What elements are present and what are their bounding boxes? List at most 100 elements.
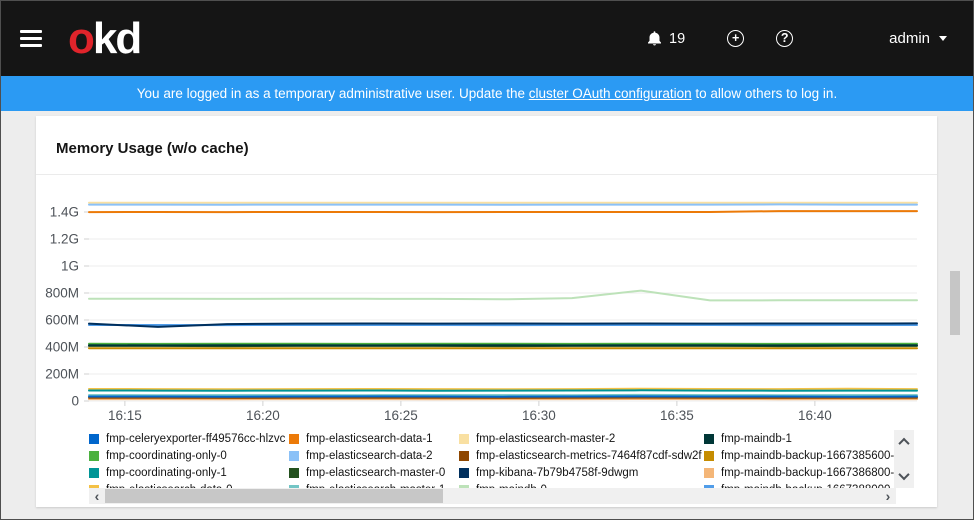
notification-count: 19 [669, 30, 686, 47]
legend-swatch [459, 467, 469, 478]
svg-text:0: 0 [71, 394, 79, 409]
legend-item: fmp-maindb-backup-1667388000 [704, 481, 894, 488]
legend-item: fmp-elasticsearch-metrics-7464f87cdf-sdw… [459, 447, 704, 464]
legend-label: fmp-kibana-7b79b4758f-9dwgm [476, 466, 639, 479]
svg-text:1.4G: 1.4G [50, 205, 79, 220]
logo-letters-kd: kd [92, 13, 142, 63]
svg-text:200M: 200M [45, 367, 79, 382]
plus-circle-icon: + [727, 30, 745, 47]
legend-scrollbar[interactable] [894, 430, 914, 488]
legend-swatch [89, 484, 99, 488]
svg-text:16:35: 16:35 [660, 408, 694, 423]
horizontal-scrollbar-thumb[interactable] [105, 489, 443, 503]
svg-text:16:30: 16:30 [522, 408, 556, 423]
chevron-down-icon[interactable] [898, 468, 910, 481]
svg-text:1.2G: 1.2G [50, 232, 79, 247]
chevron-down-icon [939, 36, 947, 41]
logo-letter-o: o [68, 13, 95, 63]
svg-text:600M: 600M [45, 313, 79, 328]
legend-label: fmp-maindb-backup-1667386800-hn [721, 466, 894, 479]
card-title: Memory Usage (w/o cache) [56, 140, 249, 157]
legend-label: fmp-elasticsearch-data-0 [106, 484, 233, 489]
legend-label: fmp-elasticsearch-master-2 [476, 432, 616, 445]
legend-item: fmp-elasticsearch-data-2 [289, 447, 459, 464]
masthead-toolbar: 19 + ? admin [646, 30, 973, 47]
nav-toggle-button[interactable] [20, 30, 42, 47]
legend-swatch [289, 484, 299, 488]
chevron-up-icon[interactable] [898, 437, 910, 450]
add-button[interactable]: + [727, 30, 745, 47]
oauth-config-link[interactable]: cluster OAuth configuration [528, 86, 692, 101]
hamburger-icon [20, 30, 42, 33]
legend-item: fmp-coordinating-only-0 [89, 447, 289, 464]
legend-swatch [459, 450, 469, 461]
legend-swatch [289, 450, 299, 461]
legend-swatch [89, 467, 99, 478]
legend-swatch [459, 484, 469, 488]
chart-legend: fmp-celeryexporter-ff49576cc-hlzvc fmp-co… [89, 430, 894, 488]
masthead: o kd 19 + ? admin [1, 1, 973, 76]
help-button[interactable]: ? [776, 30, 794, 47]
legend-item: fmp-elasticsearch-data-1 [289, 430, 459, 447]
svg-text:16:25: 16:25 [384, 408, 418, 423]
horizontal-scrollbar-track[interactable] [105, 488, 880, 504]
legend-swatch [89, 433, 99, 444]
legend-label: fmp-elasticsearch-master-1 [306, 484, 445, 489]
svg-text:16:20: 16:20 [246, 408, 280, 423]
legend-swatch [289, 433, 299, 444]
info-banner: You are logged in as a temporary adminis… [1, 76, 973, 111]
legend-label: fmp-maindb-backup-1667388000 [721, 484, 890, 489]
legend-item: fmp-maindb-backup-1667385600-74 [704, 447, 894, 464]
legend-label: fmp-coordinating-only-1 [106, 466, 227, 479]
legend-item: fmp-elasticsearch-master-0 [289, 464, 459, 481]
legend-item: fmp-celeryexporter-ff49576cc-hlzvc [89, 430, 289, 447]
notifications-button[interactable]: 19 [646, 30, 685, 47]
okd-logo: o kd [68, 13, 142, 63]
legend-swatch [459, 433, 469, 444]
legend-label: fmp-elasticsearch-metrics-7464f87cdf-sdw… [476, 449, 702, 462]
legend-item: fmp-elasticsearch-master-2 [459, 430, 704, 447]
memory-usage-card: Memory Usage (w/o cache) 1.4G 1.2G 1G 800M 6… [36, 116, 937, 507]
svg-text:800M: 800M [45, 286, 79, 301]
legend-swatch [704, 484, 714, 488]
question-circle-icon: ? [776, 30, 794, 47]
legend-item: fmp-maindb-backup-1667386800-hn [704, 464, 894, 481]
legend-label: fmp-maindb-1 [721, 432, 792, 445]
user-name: admin [889, 30, 930, 47]
card-divider [36, 174, 937, 175]
legend-item: fmp-coordinating-only-1 [89, 464, 289, 481]
page-scrollbar-thumb[interactable] [950, 271, 960, 335]
memory-usage-chart[interactable]: 1.4G 1.2G 1G 800M 600M 400M 200M 0 16:15 16:20 16:… [36, 176, 936, 436]
scroll-left-icon[interactable]: ‹ [94, 488, 100, 504]
legend-item: fmp-elasticsearch-master-1 [289, 481, 459, 488]
user-menu[interactable]: admin [889, 30, 947, 47]
legend-item: fmp-maindb-1 [704, 430, 894, 447]
legend-label: fmp-maindb-0 [476, 484, 547, 489]
svg-text:16:40: 16:40 [798, 408, 832, 423]
svg-text:1G: 1G [61, 259, 79, 274]
legend-swatch [704, 467, 714, 478]
legend-label: fmp-celeryexporter-ff49576cc-hlzvc [106, 432, 286, 445]
scroll-right-icon[interactable]: › [885, 488, 891, 504]
legend-label: fmp-elasticsearch-data-2 [306, 449, 433, 462]
svg-text:16:15: 16:15 [108, 408, 142, 423]
legend-label: fmp-maindb-backup-1667385600-74 [721, 449, 894, 462]
bell-icon [648, 31, 661, 46]
banner-text-before: You are logged in as a temporary adminis… [136, 86, 529, 101]
svg-text:400M: 400M [45, 340, 79, 355]
chart-line [88, 322, 918, 328]
legend-item: fmp-elasticsearch-data-0 [89, 481, 289, 488]
legend-swatch [704, 450, 714, 461]
horizontal-scrollbar[interactable]: ‹ › [89, 488, 896, 504]
legend-item: fmp-kibana-7b79b4758f-9dwgm [459, 464, 704, 481]
legend-item: fmp-maindb-0 [459, 481, 704, 488]
legend-swatch [704, 433, 714, 444]
legend-swatch [289, 467, 299, 478]
legend-label: fmp-elasticsearch-master-0 [306, 466, 446, 479]
chart-line [88, 387, 918, 391]
legend-label: fmp-coordinating-only-0 [106, 449, 227, 462]
legend-swatch [89, 450, 99, 461]
legend-label: fmp-elasticsearch-data-1 [306, 432, 433, 445]
chart-line [88, 289, 918, 302]
